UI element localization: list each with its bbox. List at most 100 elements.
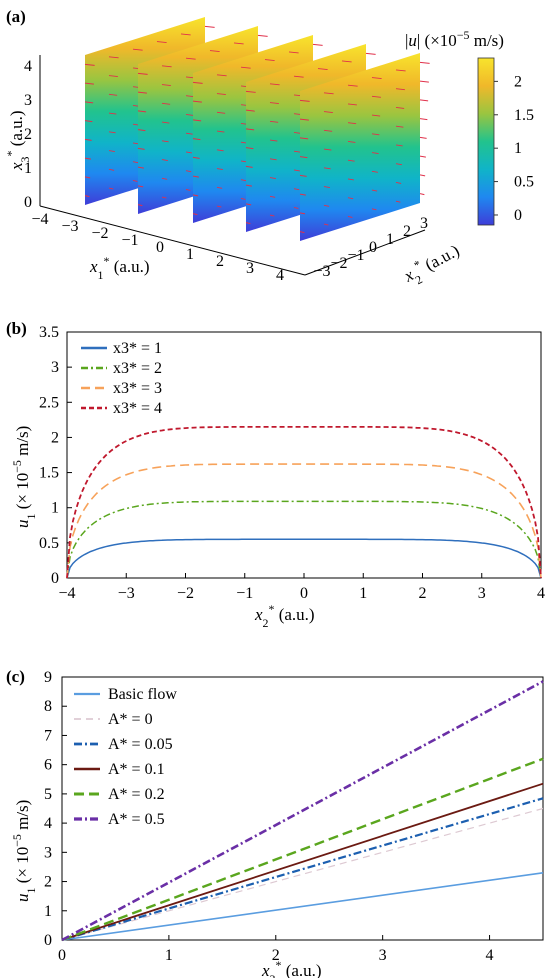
velocity-arrow [293, 206, 299, 209]
y-axis-label-c: u1 (× 10−5 m/s) [10, 800, 38, 902]
velocity-arrow [341, 60, 352, 63]
velocity-arrow [269, 158, 277, 161]
x2-tick-label: 2 [403, 223, 411, 240]
velocity-arrow [84, 176, 91, 179]
velocity-arrow [299, 118, 309, 121]
velocity-arrow [371, 133, 380, 136]
panel-label-c: (c) [6, 667, 25, 686]
series-line-b [66, 463, 542, 579]
y-tick-label-c: 5 [44, 786, 52, 803]
velocity-arrow [371, 170, 378, 173]
velocity-arrow [419, 80, 429, 83]
x2-tick-label: −3 [313, 263, 330, 280]
velocity-arrow [216, 186, 223, 189]
x-tick-label-b: 1 [359, 585, 367, 602]
legend-label-c: A* = 0.1 [108, 761, 165, 778]
x-tick-label-c: 3 [379, 947, 387, 964]
colorbar-tick-label: 2 [514, 73, 522, 90]
velocity-arrow [245, 184, 252, 187]
y-tick-label-c: 1 [44, 903, 52, 920]
x1-tick-label: 1 [186, 246, 194, 263]
x2-axis-line [304, 229, 426, 276]
x-axis-label-c: x3* (a.u.) [261, 958, 322, 978]
velocity-arrow [161, 121, 170, 124]
y-axis-label-b: u1 (× 10−5 m/s) [10, 426, 38, 528]
velocity-arrow [156, 41, 167, 44]
velocity-arrow [245, 128, 255, 131]
velocity-arrow [293, 188, 300, 191]
x1-tick-label: 2 [216, 253, 224, 270]
velocity-arrow [137, 204, 143, 207]
colorbar-tick-label: 1.5 [514, 107, 534, 124]
panel-a-3d-slices: (a) 0 1 2 3 4 x3* (a.u.) −4 −3 −2 −1 0 1 2 3 4 x1* (a.u.… [0, 0, 550, 300]
y-tick-label-b: 0 [51, 570, 59, 587]
velocity-arrow [323, 111, 333, 113]
velocity-arrow [269, 83, 280, 86]
panel-b-svg: (b) 0 0.5 1 1.5 2 2.5 3 3.5 −4 −3 −2 −1 0 1 2 3 4 x2* (a.u… [6, 319, 545, 630]
panel-label-b: (b) [6, 319, 27, 338]
legend-label-c: A* = 0.2 [108, 786, 165, 803]
velocity-arrow [161, 159, 168, 161]
legend-label-c: Basic flow [108, 686, 177, 703]
velocity-arrow [299, 212, 306, 215]
x-tick-label-b: −1 [236, 585, 253, 602]
z-tick-label: 1 [24, 160, 32, 177]
colorbar-tick-label: 0 [514, 207, 522, 224]
velocity-arrow [323, 223, 329, 226]
panel-label-a: (a) [6, 7, 26, 26]
velocity-arrow [84, 157, 91, 160]
velocity-arrow [192, 213, 198, 216]
velocity-arrow [84, 101, 94, 104]
velocity-arrow [161, 140, 169, 143]
panel-c-velocity-vs-height: (c) 0 1 2 3 4 5 6 7 8 9 0 1 2 3 4 x3* (a.u.) u1 (× 10−5 m… [0, 662, 550, 978]
velocity-arrow [132, 161, 139, 164]
colorbar-tick-label: 0.5 [514, 174, 534, 191]
velocity-arrow [185, 57, 196, 60]
x1-tick-label: 3 [246, 260, 254, 277]
velocity-arrow [185, 95, 195, 98]
y-tick-label-c: 8 [44, 698, 52, 715]
velocity-arrow [137, 147, 145, 150]
velocity-arrow [84, 82, 94, 85]
velocity-arrow [216, 149, 224, 152]
velocity-arrow [371, 77, 382, 80]
x-tick-label-c: 0 [58, 947, 66, 964]
velocity-arrow [84, 138, 92, 141]
x1-tick-label: −2 [91, 225, 108, 242]
velocity-arrow [395, 200, 401, 203]
series-line-c [61, 797, 544, 942]
velocity-arrow [209, 50, 220, 53]
velocity-arrow [108, 187, 114, 190]
velocity-arrow [132, 48, 143, 51]
y-tick-label-b: 2.5 [39, 394, 59, 411]
velocity-arrow [419, 174, 426, 177]
x1-tick-label: −1 [121, 232, 138, 249]
x2-tick-label: 1 [386, 231, 394, 248]
y-tick-label-c: 0 [44, 932, 52, 949]
velocity-arrow [257, 34, 268, 37]
velocity-arrow [161, 177, 168, 180]
y-tick-label-c: 6 [44, 757, 52, 774]
y-tick-label-c: 3 [44, 844, 52, 861]
series-line-c [61, 782, 544, 941]
velocity-arrow [137, 129, 146, 132]
legend-label-b: x3* = 4 [113, 400, 162, 417]
x-tick-label-c: 4 [486, 947, 494, 964]
velocity-arrow [419, 99, 429, 102]
velocity-arrow [347, 159, 355, 162]
velocity-arrow [245, 90, 256, 93]
series-line-c [61, 680, 544, 942]
velocity-arrow [192, 194, 199, 197]
velocity-arrow [108, 93, 118, 96]
x-tick-label-b: 3 [478, 585, 486, 602]
velocity-arrow [347, 197, 354, 200]
velocity-arrow [371, 189, 378, 192]
legend-label-b: x3* = 1 [113, 340, 162, 357]
velocity-arrow [137, 91, 147, 94]
velocity-arrow [419, 118, 428, 121]
z-tick-label: 0 [24, 194, 32, 211]
velocity-arrow [269, 195, 276, 198]
velocity-arrow [371, 208, 377, 211]
legend-label-b: x3* = 2 [113, 360, 162, 377]
velocity-arrow [192, 100, 202, 103]
